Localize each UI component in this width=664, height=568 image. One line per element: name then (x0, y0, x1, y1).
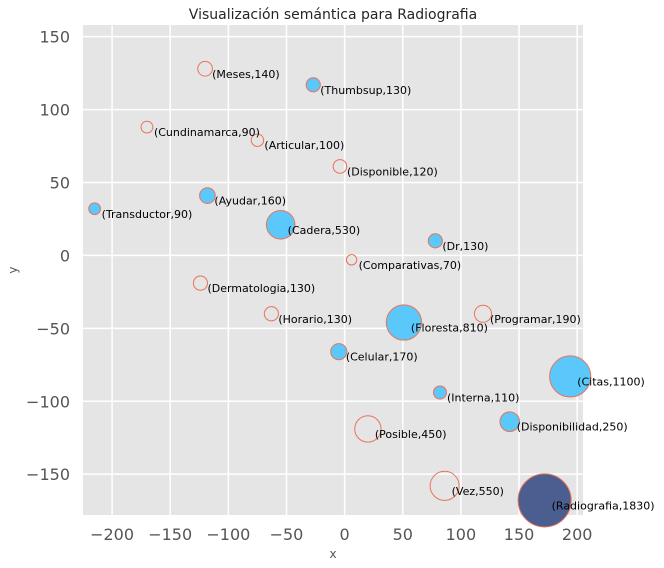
point-label: (Meses,140) (212, 68, 280, 81)
point-label: (Ayudar,160) (214, 195, 286, 208)
y-tick-labels: −150 −100 −50 0 50 100 150 (26, 28, 70, 484)
x-tick-label: −100 (206, 525, 250, 544)
x-axis-label: x (329, 547, 336, 561)
point-labels: (Meses,140) (Thumbsup,130) (Cundinamarca,9… (102, 68, 655, 513)
x-tick-label: −150 (148, 525, 192, 544)
data-point (354, 415, 382, 443)
data-point (197, 60, 213, 77)
data-point (250, 133, 265, 147)
point-label: (Posible,450) (375, 428, 447, 441)
point-label: (Programar,190) (490, 313, 581, 326)
grid-lines (83, 25, 583, 515)
point-label: (Disponible,120) (347, 165, 438, 178)
y-tick-label: −100 (26, 392, 70, 411)
point-label: (Cundinamarca,90) (154, 126, 260, 139)
x-tick-label: 100 (446, 525, 477, 544)
point-label: (Horario,130) (278, 313, 352, 326)
data-point (265, 210, 296, 240)
point-label: (Celular,170) (346, 351, 418, 364)
x-tick-label: 200 (562, 525, 593, 544)
point-label: (Dr,130) (442, 240, 488, 253)
chart-title: Visualización semántica para Radiografia (189, 7, 477, 23)
y-tick-label: 150 (39, 28, 70, 47)
point-label: (Comparativas,70) (359, 259, 462, 272)
y-axis-label: y (6, 266, 20, 273)
x-tick-label: 150 (504, 525, 535, 544)
y-tick-label: −50 (36, 319, 70, 338)
data-point (88, 202, 102, 216)
data-point (199, 187, 216, 204)
data-point (263, 306, 279, 322)
point-label: (Citas,1100) (577, 375, 645, 388)
y-tick-label: −150 (26, 465, 70, 484)
data-point (385, 304, 423, 341)
y-tick-label: 0 (60, 246, 70, 265)
x-tick-label: −200 (90, 525, 134, 544)
data-point (332, 159, 348, 174)
point-label: (Articular,100) (264, 139, 344, 152)
y-tick-label: 50 (50, 174, 70, 193)
point-label: (Disponibilidad,250) (517, 421, 628, 434)
data-point (429, 470, 460, 501)
data-point (330, 343, 348, 361)
x-tick-label: 50 (393, 525, 413, 544)
data-point (549, 355, 592, 398)
data-point (345, 254, 358, 266)
point-label: (Vez,550) (452, 485, 504, 498)
data-points (88, 60, 592, 528)
x-tick-label: 0 (340, 525, 350, 544)
point-label: (Radiografia,1830) (552, 499, 655, 512)
data-point (517, 473, 572, 528)
point-label: (Dermatologia,130) (207, 282, 315, 295)
point-label: (Floresta,810) (411, 322, 488, 335)
data-point (427, 233, 443, 249)
data-point (305, 77, 321, 93)
point-label: (Thumbsup,130) (320, 84, 411, 97)
data-point (499, 411, 521, 432)
point-label: (Cadera,530) (288, 224, 361, 237)
x-tick-label: −50 (270, 525, 304, 544)
y-tick-label: 100 (39, 101, 70, 120)
data-point (192, 275, 209, 291)
data-point (473, 304, 493, 323)
point-label: (Interna,110) (447, 392, 519, 405)
data-point (432, 385, 447, 400)
point-label: (Transductor,90) (102, 208, 193, 221)
x-tick-labels: −200 −150 −100 −50 0 50 100 150 200 (90, 525, 592, 544)
plot-area (83, 25, 583, 515)
data-point (140, 120, 154, 134)
